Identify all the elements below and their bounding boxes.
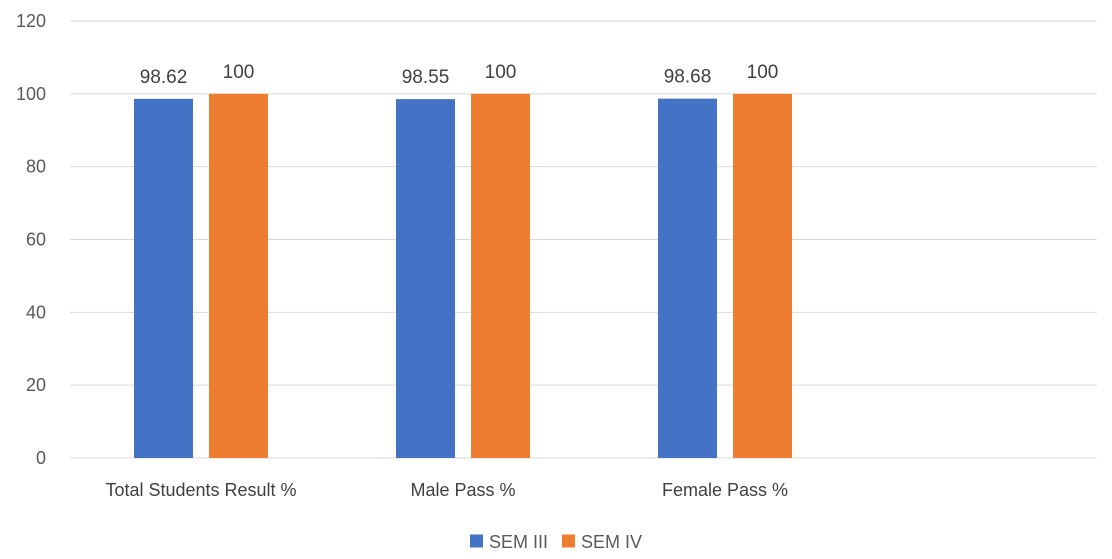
bar-1-1 xyxy=(134,98,193,459)
y-tick-label-100: 100 xyxy=(16,84,46,104)
y-tick-label-60: 60 xyxy=(26,230,46,250)
data-labels: 98.62 100 98.55 100 98.68 100 xyxy=(140,62,779,88)
y-tick-label-0: 0 xyxy=(36,448,46,468)
data-label-2-1: 100 xyxy=(223,62,255,83)
y-axis-ticks: 0 20 40 60 80 100 120 xyxy=(16,11,46,468)
y-tick-label-40: 40 xyxy=(26,302,46,322)
data-label-1-2: 98.55 xyxy=(402,67,450,88)
y-tick-label-20: 20 xyxy=(26,375,46,395)
data-label-1-1: 98.62 xyxy=(140,67,188,88)
data-label-2-3: 100 xyxy=(747,62,779,83)
legend-label-2: SEM IV xyxy=(581,532,642,552)
bars xyxy=(134,93,792,459)
y-tick-label-80: 80 xyxy=(26,157,46,177)
legend-label-1: SEM III xyxy=(489,532,548,552)
x-category-label-1: Total Students Result % xyxy=(105,480,296,500)
bar-2-2 xyxy=(471,93,530,458)
legend-swatch-1 xyxy=(469,534,483,548)
y-tick-label-120: 120 xyxy=(16,11,46,31)
legend-swatch-2 xyxy=(562,534,575,548)
bar-2-3 xyxy=(733,93,792,458)
x-category-label-3: Female Pass % xyxy=(662,480,788,500)
data-label-1-3: 98.68 xyxy=(664,67,712,88)
data-label-2-2: 100 xyxy=(485,62,517,83)
x-category-label-2: Male Pass % xyxy=(410,480,515,500)
legend: SEM III SEM IV xyxy=(469,532,642,552)
bar-1-3 xyxy=(658,98,717,459)
x-axis-category-labels: Total Students Result % Male Pass % Female… xyxy=(105,480,788,500)
bar-2-1 xyxy=(209,93,268,458)
bar-1-2 xyxy=(396,99,455,459)
